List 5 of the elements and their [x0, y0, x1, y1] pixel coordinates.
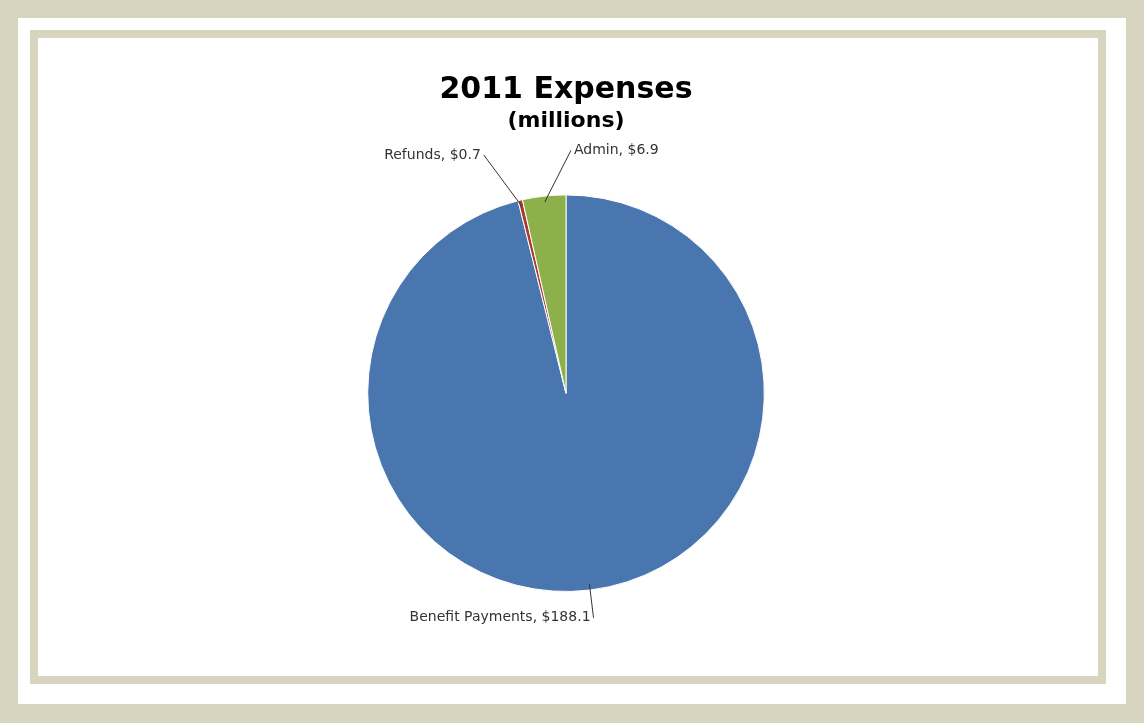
slice-label: Admin, $6.9 [573, 140, 659, 157]
slice-label: Refunds, $0.7 [384, 145, 481, 162]
chart-subtitle: (millions) [507, 106, 625, 132]
chart-title: 2011 Expenses [439, 69, 693, 105]
slice-label: Benefit Payments, $188.1 [409, 608, 591, 625]
